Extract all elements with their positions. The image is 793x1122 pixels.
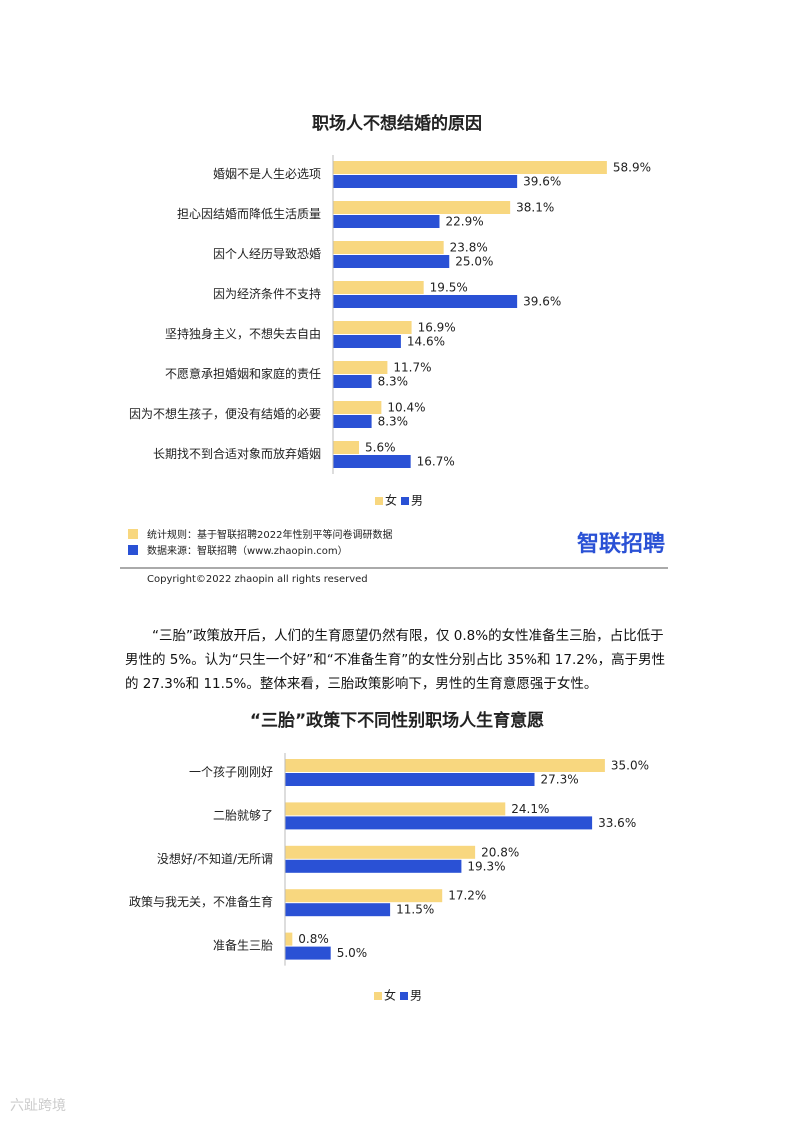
bar (333, 201, 511, 214)
value-label: 16.7% (417, 455, 455, 469)
bar (333, 361, 388, 374)
bar (285, 946, 331, 960)
bar (333, 455, 411, 468)
category-label: 坚持独身主义，不想失去自由 (165, 326, 321, 341)
value-label: 0.8% (298, 932, 329, 946)
value-label: 25.0% (455, 255, 493, 269)
category-label: 二胎就够了 (213, 808, 273, 822)
bar (333, 161, 607, 174)
bar (333, 295, 518, 308)
bar (285, 845, 476, 859)
value-label: 19.3% (467, 859, 505, 873)
category-label: 因为不想生孩子，便没有结婚的必要 (129, 406, 321, 421)
category-label: 准备生三胎 (213, 939, 273, 953)
category-label: 政策与我无关，不准备生育 (129, 894, 273, 909)
value-label: 27.3% (541, 773, 579, 787)
value-label: 8.3% (378, 375, 409, 389)
bar (285, 759, 605, 772)
legend-swatch (374, 992, 382, 1000)
bar (333, 241, 444, 254)
value-label: 17.2% (448, 889, 486, 903)
value-label: 19.5% (430, 281, 468, 295)
bar (333, 215, 440, 228)
value-label: 23.8% (450, 241, 488, 255)
note-source: 数据来源：智联招聘（www.zhaopin.com） (147, 544, 348, 557)
bar (285, 773, 535, 786)
category-label: 没想好/不知道/无所谓 (157, 851, 273, 866)
category-label: 因为经济条件不支持 (213, 286, 321, 301)
value-label: 33.6% (598, 816, 636, 830)
bar (333, 375, 372, 388)
watermark: 六趾跨境 (10, 1098, 66, 1114)
paragraph: “三胎”政策放开后，人们的生育愿望仍然有限，仅 0.8%的女性准备生三胎，占比低… (125, 628, 666, 692)
bar (285, 889, 443, 903)
chart-title: “三胎”政策下不同性别职场人生育意愿 (250, 710, 544, 731)
legend-swatch (400, 992, 408, 1000)
bar (333, 321, 412, 334)
bar (333, 281, 424, 294)
category-label: 婚姻不是人生必选项 (213, 166, 321, 181)
logo: 智联招聘 (577, 531, 665, 557)
legend-label: 女 (384, 988, 396, 1003)
note-swatch (128, 529, 138, 539)
value-label: 38.1% (516, 201, 554, 215)
legend-swatch (375, 497, 383, 505)
category-label: 长期找不到合适对象而放弃婚姻 (153, 446, 321, 461)
legend-label: 女 (385, 493, 397, 508)
legend-swatch (401, 497, 409, 505)
category-label: 因个人经历导致恐婚 (213, 247, 321, 261)
value-label: 22.9% (445, 215, 483, 229)
bar (333, 401, 382, 414)
value-label: 5.6% (365, 441, 396, 455)
note-swatch (128, 545, 138, 555)
value-label: 11.5% (396, 903, 434, 917)
bar (285, 903, 391, 917)
bar (333, 415, 372, 428)
bar (333, 255, 450, 268)
value-label: 39.6% (523, 295, 561, 309)
category-label: 一个孩子刚刚好 (189, 765, 273, 779)
legend-label: 男 (410, 989, 422, 1003)
chart-title: 职场人不想结婚的原因 (312, 113, 482, 134)
bar (333, 441, 360, 454)
bar (285, 932, 293, 946)
value-label: 35.0% (611, 759, 649, 773)
value-label: 14.6% (407, 335, 445, 349)
value-label: 20.8% (481, 845, 519, 859)
value-label: 24.1% (511, 802, 549, 816)
category-label: 担心因结婚而降低生活质量 (177, 207, 321, 221)
bar (333, 175, 518, 188)
value-label: 5.0% (337, 946, 368, 960)
bar (285, 816, 593, 830)
bar (285, 802, 506, 816)
value-label: 8.3% (378, 415, 409, 429)
note-rule: 统计规则：基于智联招聘2022年性别平等问卷调研数据 (147, 528, 392, 541)
value-label: 10.4% (387, 401, 425, 415)
legend-label: 男 (411, 494, 423, 508)
bar (333, 335, 401, 348)
value-label: 16.9% (418, 321, 456, 335)
bar (285, 859, 462, 873)
category-label: 不愿意承担婚姻和家庭的责任 (165, 366, 321, 381)
value-label: 39.6% (523, 175, 561, 189)
copyright: Copyright©2022 zhaopin all rights reserv… (147, 574, 368, 585)
value-label: 58.9% (613, 161, 651, 175)
value-label: 11.7% (393, 361, 431, 375)
